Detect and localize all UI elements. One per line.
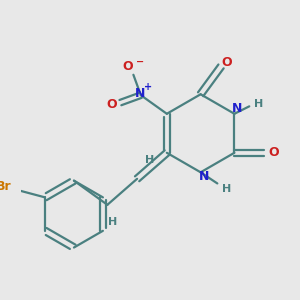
Text: O: O — [268, 146, 279, 159]
Text: −: − — [136, 57, 144, 67]
Text: H: H — [108, 217, 118, 226]
Text: N: N — [199, 169, 209, 182]
Text: H: H — [254, 99, 263, 109]
Text: +: + — [144, 82, 152, 92]
Text: H: H — [146, 155, 155, 165]
Text: O: O — [221, 56, 232, 69]
Text: O: O — [122, 60, 133, 73]
Text: N: N — [232, 102, 242, 115]
Text: H: H — [222, 184, 231, 194]
Text: O: O — [107, 98, 117, 111]
Text: N: N — [135, 87, 145, 100]
Text: Br: Br — [0, 180, 12, 193]
